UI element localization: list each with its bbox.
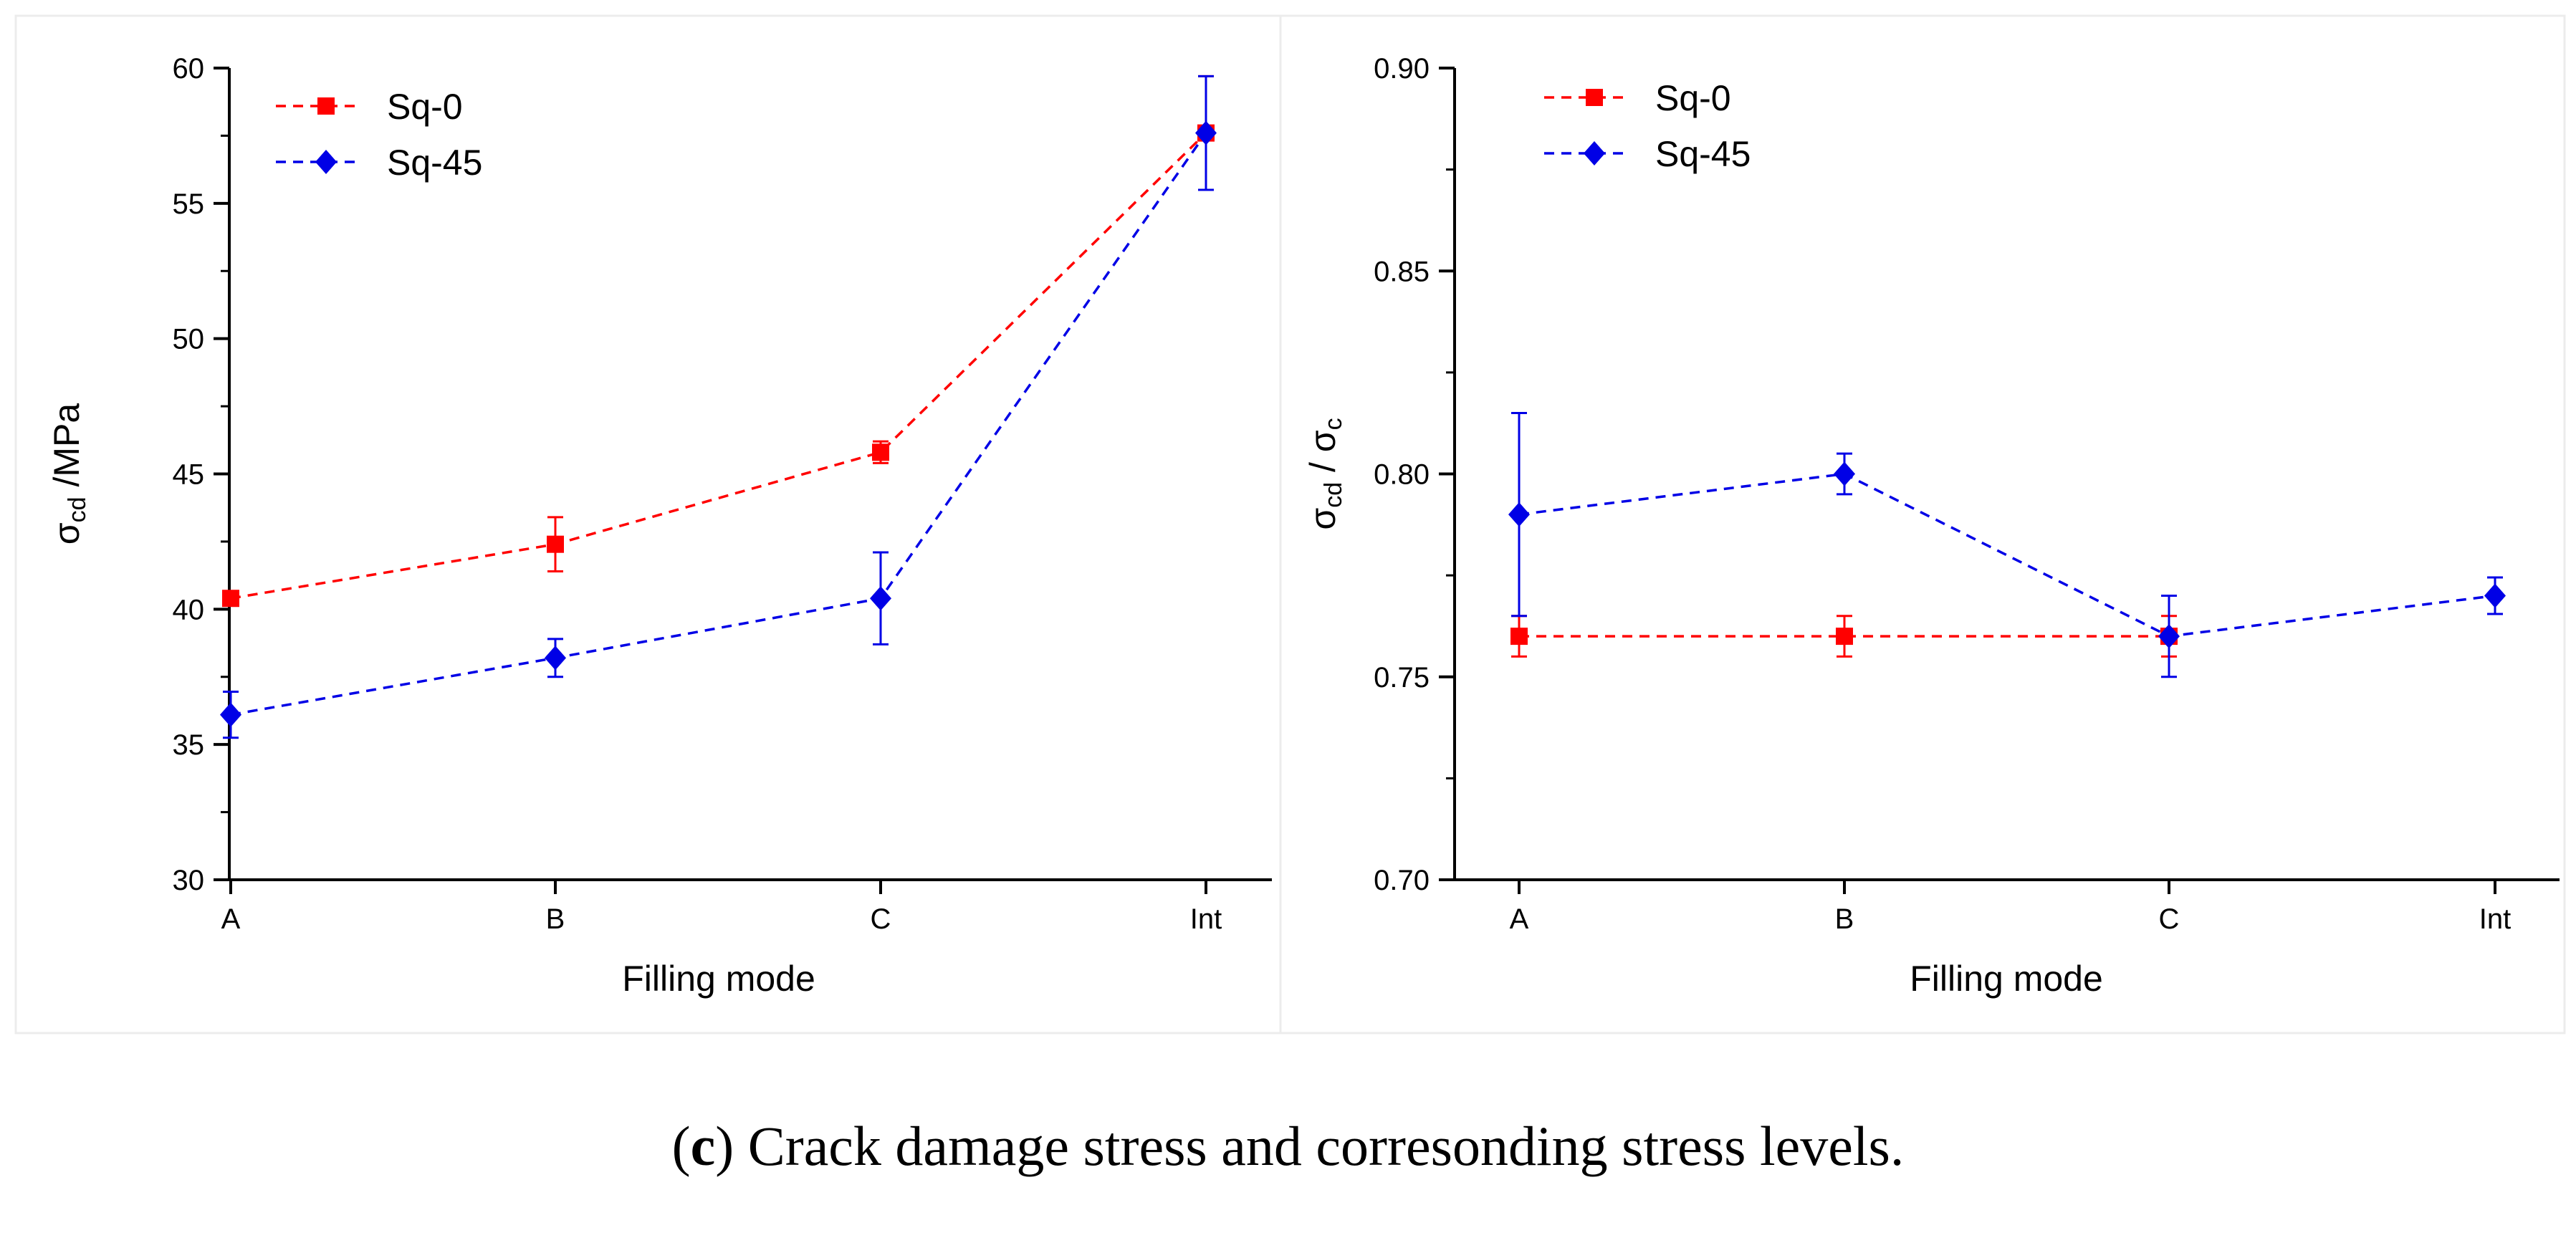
left-sq-0-point (872, 443, 889, 461)
left-sq-45-point (870, 586, 891, 611)
y-title-sigma: σ (47, 522, 87, 544)
left-x-tick-label: C (871, 903, 891, 935)
right-x-tick-label: A (1510, 903, 1529, 935)
left-y-axis-title: σcd /MPa (47, 403, 91, 545)
right-x-axis-title: Filling mode (1910, 959, 2103, 999)
left-y-tick-label: 30 (173, 865, 205, 896)
right-sq-0-point (1510, 628, 1528, 646)
right-legend-sq-45-marker (1584, 141, 1605, 165)
left-y-tick-label: 60 (173, 53, 205, 85)
caption-text: Crack damage stress and corresonding str… (734, 1115, 1905, 1177)
y-title-subscript: cd (64, 496, 91, 522)
right-panel-border (1279, 14, 2566, 1035)
right-sq-0-point (1836, 628, 1853, 646)
right-sq-45-point (2484, 583, 2506, 608)
left-legend-sq-0-marker (317, 97, 335, 115)
right-y-tick-label: 0.70 (1374, 865, 1430, 896)
left-x-tick-label: Int (1190, 903, 1222, 935)
y-title-subscript: cd (1320, 482, 1347, 508)
left-sq-45-point (220, 702, 241, 727)
left-y-tick-label: 45 (173, 459, 205, 491)
right-y-tick-label: 0.85 (1374, 256, 1430, 287)
right-y-tick-label: 0.80 (1374, 459, 1430, 491)
right-sq-45-line (1518, 472, 2496, 638)
left-sq-45-line (230, 132, 1207, 716)
right-sq-45-point (1508, 502, 1530, 527)
left-sq-0-point (547, 535, 564, 553)
right-legend-sq-45-label: Sq-45 (1655, 134, 1751, 174)
figure-caption: (c) Crack damage stress and corresonding… (671, 1115, 1905, 1177)
caption-letter: c (690, 1115, 716, 1177)
left-y-tick-label: 50 (173, 324, 205, 355)
y-title-subscript-2: c (1320, 418, 1347, 430)
left-legend-sq-45-label: Sq-45 (387, 143, 482, 183)
left-sq-0-line (230, 132, 1207, 600)
right-x-tick-label: C (2159, 903, 2180, 935)
chart-left: 30 35 40 45 50 55 60 A B C Int Filling mode σcd /MPa… (47, 53, 1272, 999)
right-x-tick-label: B (1835, 903, 1854, 935)
right-sq-45-point (1834, 461, 1855, 486)
left-y-tick-label: 40 (173, 594, 205, 625)
right-y-tick-label: 0.75 (1374, 662, 1430, 694)
right-legend-sq-0-label: Sq-0 (1655, 78, 1731, 118)
left-x-tick-label: A (221, 903, 241, 935)
left-sq-45-point (1195, 120, 1217, 145)
left-x-axis-title: Filling mode (622, 959, 815, 999)
y-title-sigma: σ (1303, 508, 1343, 530)
left-legend-sq-0-label: Sq-0 (387, 87, 463, 127)
left-sq-45-point (545, 646, 566, 671)
left-y-tick-label: 55 (173, 188, 205, 220)
right-x-tick-label: Int (2479, 903, 2511, 935)
left-y-tick-label: 35 (173, 729, 205, 761)
left-x-tick-label: B (546, 903, 565, 935)
left-sq-0-point (222, 590, 239, 608)
y-title-divisor: / σ (1303, 430, 1343, 482)
y-title-unit: /MPa (47, 403, 87, 497)
right-legend-sq-0-marker (1586, 89, 1603, 106)
right-y-axis-title: σcd / σc (1303, 418, 1347, 529)
right-sq-45-point (2158, 624, 2180, 649)
left-legend-sq-45-marker (315, 150, 337, 174)
right-y-tick-label: 0.90 (1374, 53, 1430, 85)
